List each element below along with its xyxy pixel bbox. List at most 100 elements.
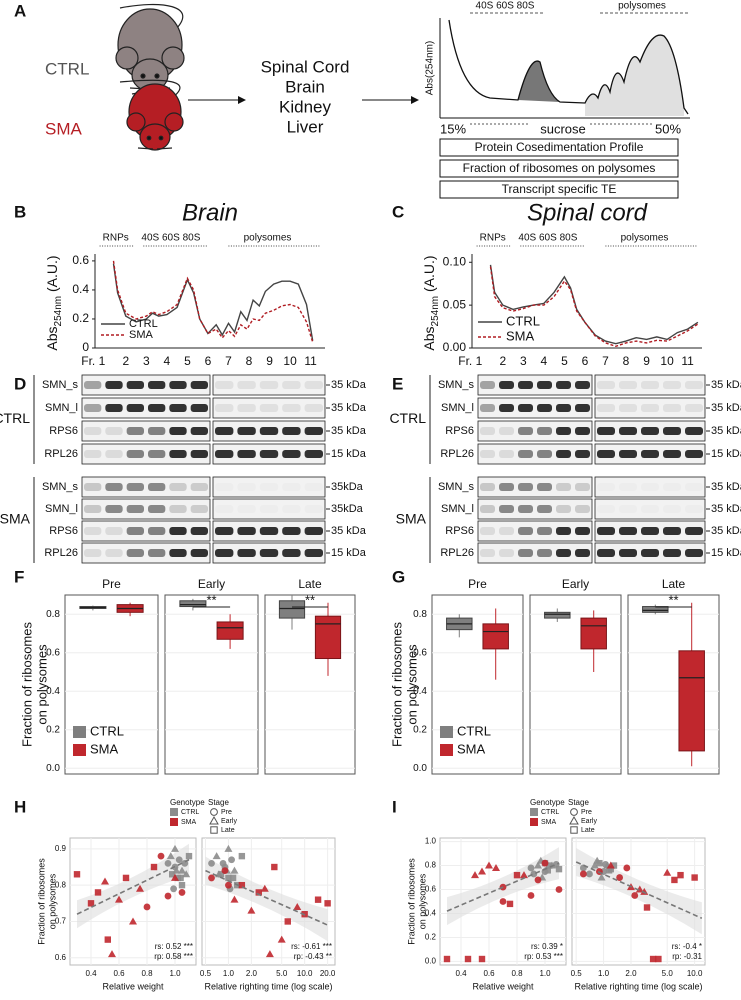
blot-group: SMA xyxy=(396,511,427,527)
point xyxy=(230,866,239,874)
point xyxy=(277,935,286,943)
blot-size: 35 kDa xyxy=(711,379,741,391)
blot-size: 15 kDa xyxy=(711,547,741,559)
point xyxy=(643,904,651,911)
x-tick-label: 0.6 xyxy=(113,969,125,978)
point xyxy=(87,900,95,907)
blot-band xyxy=(556,450,571,458)
blot-band xyxy=(685,483,703,491)
legend-label: Pre xyxy=(581,809,592,816)
blot-band xyxy=(105,404,123,412)
point xyxy=(544,867,551,874)
y-tick-label: 0.6 xyxy=(72,253,89,267)
blot-band xyxy=(105,381,123,389)
point xyxy=(238,881,246,889)
ctrl-mouse xyxy=(115,3,185,95)
blot-band xyxy=(597,427,615,435)
blot-band xyxy=(575,549,590,557)
blot-band xyxy=(126,483,144,491)
y-axis-label: on polysomes xyxy=(417,873,427,929)
blot-strip xyxy=(81,374,211,396)
x-tick-label: 1.0 xyxy=(169,969,181,978)
blot-size: 35kDa xyxy=(331,481,364,493)
blot-band xyxy=(190,427,208,435)
blot-strip xyxy=(594,498,706,520)
blot-band xyxy=(685,527,703,535)
blot-band xyxy=(215,404,234,412)
point xyxy=(655,955,662,963)
blot-band xyxy=(685,549,703,557)
trend-line xyxy=(205,869,328,926)
blot-row-label: SMN_s xyxy=(438,379,475,391)
point xyxy=(73,871,81,878)
blot-band xyxy=(304,404,323,412)
point xyxy=(255,889,262,896)
blot-band xyxy=(169,549,187,557)
panel-label: D xyxy=(14,374,26,393)
point xyxy=(586,870,593,878)
blot-band xyxy=(641,483,659,491)
blot-band xyxy=(169,450,187,458)
y-axis-label: on polysomes xyxy=(34,644,49,725)
blot-band xyxy=(148,483,166,491)
legend-label: SMA xyxy=(457,741,486,756)
y-tick-label: 0.4 xyxy=(425,909,437,918)
point xyxy=(314,896,322,903)
blot-band xyxy=(215,427,234,435)
point xyxy=(555,865,563,873)
blot-band xyxy=(215,549,234,557)
x-tick-label: 1.0 xyxy=(223,969,235,978)
point xyxy=(108,950,116,958)
blot-band xyxy=(190,483,208,491)
blot-row-label: RPS6 xyxy=(49,425,78,437)
facet-panel xyxy=(627,594,720,775)
point xyxy=(464,955,472,963)
blot-row-label: SMN_s xyxy=(42,481,79,493)
genotype-label: CTRL xyxy=(45,59,89,78)
blot-band xyxy=(480,404,495,412)
blot-band xyxy=(105,450,123,458)
legend-key xyxy=(210,826,218,834)
correlation: rs: 0.52 *** xyxy=(155,942,193,951)
blot-band xyxy=(499,527,514,535)
blot-band xyxy=(190,450,208,458)
blot-band xyxy=(259,450,279,458)
blot-band xyxy=(685,381,703,389)
blot-band xyxy=(237,483,255,491)
x-tick-label: 1.0 xyxy=(539,969,551,978)
blot-band xyxy=(282,483,300,491)
blot-band xyxy=(537,549,552,557)
blot-row-label: RPS6 xyxy=(445,425,474,437)
y-axis-label-part: 254nm xyxy=(53,296,64,327)
facet-panel xyxy=(529,594,622,775)
blot-band xyxy=(518,505,533,513)
point xyxy=(178,866,186,874)
blot-band xyxy=(685,427,703,435)
legend-key xyxy=(210,808,218,816)
blot-band xyxy=(237,505,255,513)
y-axis-label: Abs254nm (A.U.) xyxy=(44,255,64,350)
blot-band xyxy=(237,549,256,557)
profile-sketch: 40S 60S 80S polysomes Abs(254nm) 15% suc… xyxy=(425,1,690,199)
y-tick-label: 0.4 xyxy=(413,686,427,697)
x-tick-label: 11 xyxy=(304,354,317,368)
point xyxy=(143,903,151,911)
blot-band xyxy=(148,404,166,412)
y-axis-label-part: Abs xyxy=(421,326,437,350)
y-tick-label: 0.2 xyxy=(72,311,89,325)
blot-band xyxy=(105,549,123,557)
blot-band xyxy=(84,427,102,435)
blot-band xyxy=(215,450,234,458)
blot-row-label: SMN_s xyxy=(42,379,79,391)
box xyxy=(580,617,607,650)
point xyxy=(182,870,191,878)
blot-band xyxy=(619,404,637,412)
y-tick-label: 0.2 xyxy=(425,933,437,942)
point xyxy=(513,871,521,879)
point xyxy=(166,852,175,860)
blot-band xyxy=(663,505,681,513)
region-label: polysomes xyxy=(244,233,292,244)
point xyxy=(534,861,542,869)
blot-band xyxy=(641,527,659,535)
